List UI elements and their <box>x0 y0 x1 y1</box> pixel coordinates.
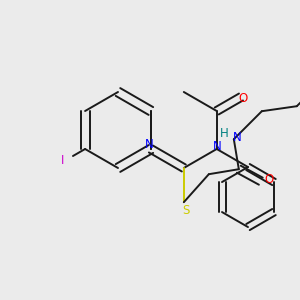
Text: I: I <box>61 154 65 166</box>
Text: N: N <box>213 140 222 152</box>
Text: O: O <box>238 92 247 104</box>
Text: H: H <box>219 127 228 140</box>
Text: N: N <box>145 139 153 152</box>
Text: N: N <box>232 131 241 144</box>
Text: S: S <box>182 204 190 217</box>
Text: O: O <box>264 173 273 186</box>
